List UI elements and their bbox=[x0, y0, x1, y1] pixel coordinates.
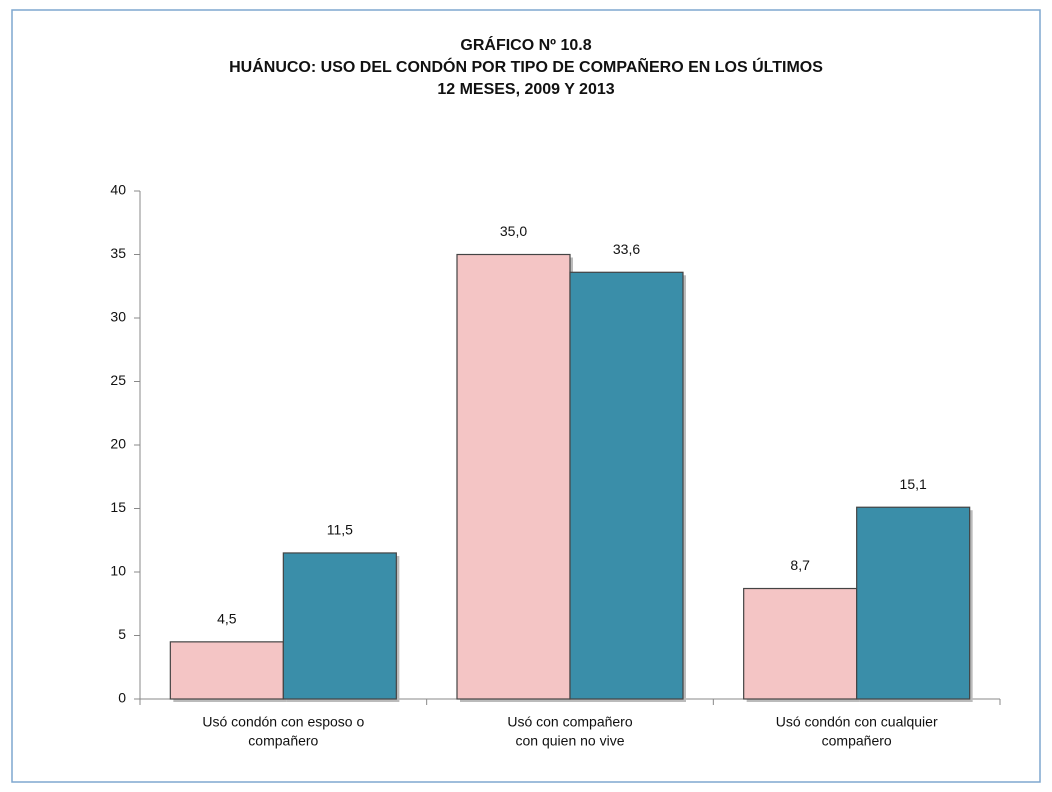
bar bbox=[569, 271, 684, 700]
y-tick-label: 25 bbox=[110, 372, 126, 388]
chart-title: GRÁFICO Nº 10.8 bbox=[460, 35, 591, 54]
y-tick-label: 30 bbox=[110, 309, 126, 325]
y-tick-label: 40 bbox=[110, 182, 126, 198]
value-label: 8,7 bbox=[790, 557, 810, 573]
chart-title: 12 MESES, 2009 Y 2013 bbox=[437, 81, 614, 98]
x-tick-label: Usó condón con esposo o bbox=[202, 714, 364, 730]
value-label: 11,5 bbox=[327, 522, 353, 538]
bar bbox=[856, 506, 971, 700]
bar bbox=[169, 641, 284, 700]
value-label: 4,5 bbox=[217, 611, 237, 627]
x-tick-label: con quien no vive bbox=[516, 733, 625, 749]
y-tick-label: 20 bbox=[110, 436, 126, 452]
chart-title: HUÁNUCO: USO DEL CONDÓN POR TIPO DE COMP… bbox=[229, 56, 823, 76]
x-tick-label: compañero bbox=[822, 733, 892, 749]
value-label: 35,0 bbox=[500, 223, 527, 239]
y-tick-label: 15 bbox=[110, 499, 126, 515]
bar bbox=[456, 253, 571, 700]
value-label: 33,6 bbox=[613, 241, 640, 257]
x-tick-label: compañero bbox=[248, 733, 318, 749]
y-tick-label: 35 bbox=[110, 245, 126, 261]
y-tick-label: 5 bbox=[118, 626, 126, 642]
x-tick-label: Usó con compañero bbox=[507, 714, 633, 730]
x-tick-label: Usó condón con cualquier bbox=[776, 714, 938, 730]
y-tick-label: 10 bbox=[110, 563, 126, 579]
bar bbox=[743, 587, 858, 700]
value-label: 15,1 bbox=[900, 476, 927, 492]
bar bbox=[282, 552, 397, 700]
y-tick-label: 0 bbox=[118, 690, 126, 706]
